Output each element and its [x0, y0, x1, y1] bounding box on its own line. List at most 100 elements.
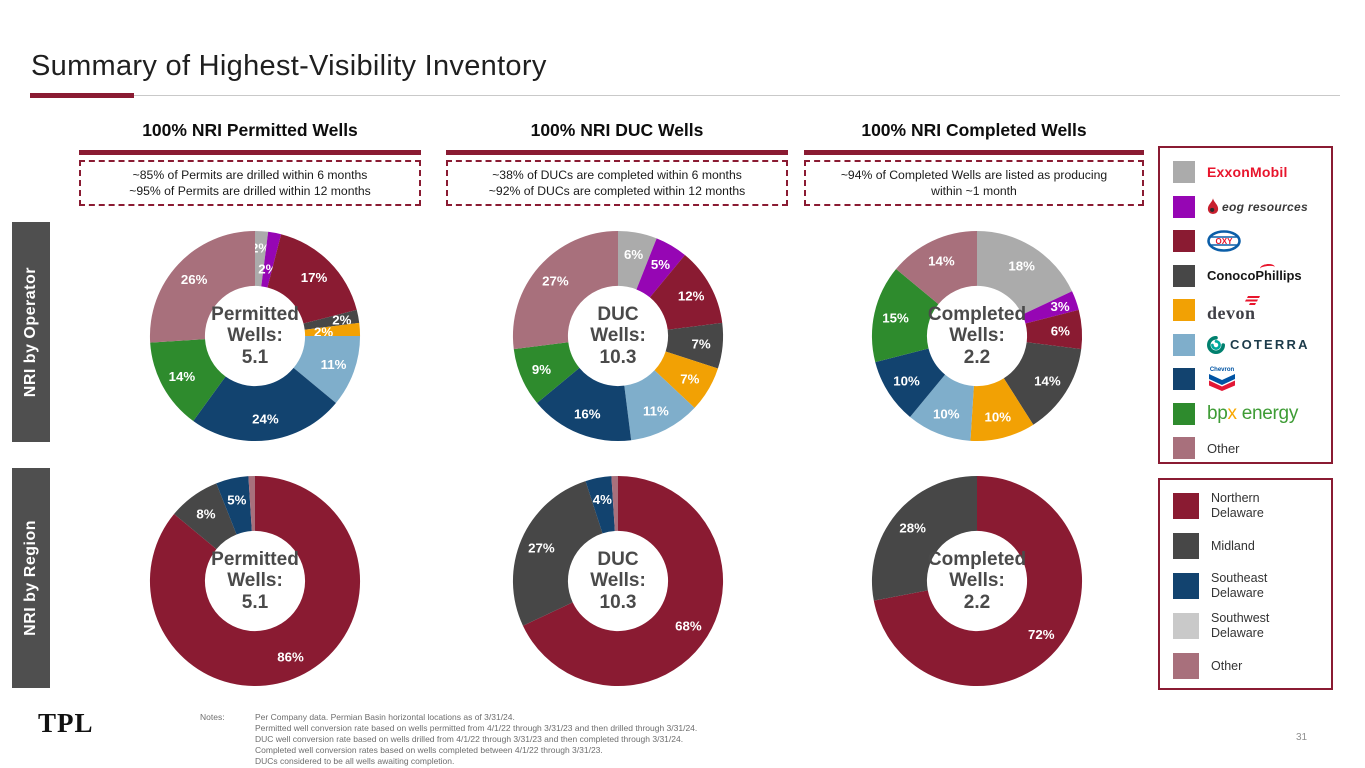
exxonmobil-swatch [1173, 161, 1195, 184]
column-header-permitted: 100% NRI Permitted Wells [142, 120, 358, 140]
callout-line: ~92% of DUCs are completed within 12 mon… [488, 184, 746, 198]
note-line: Completed well conversion rates based on… [255, 744, 603, 755]
svg-text:10%: 10% [933, 407, 960, 422]
chevron-logo: Chevron [1207, 367, 1237, 392]
svg-text:14%: 14% [928, 253, 955, 268]
callout-line: ~38% of DUCs are completed within 6 mont… [492, 167, 742, 182]
donut-operator-duc: 6% 5% 12% 7% 7% 11% 16% 9% 27% DUC Wells: 10.3 [510, 228, 726, 444]
oxy-swatch [1173, 230, 1195, 253]
eog-logo: eog resources [1207, 198, 1308, 215]
svg-text:11%: 11% [321, 357, 347, 372]
bpx-swatch [1173, 402, 1195, 425]
callout-completed: ~94% of Completed Wells are listed as pr… [804, 160, 1144, 206]
page-title: Summary of Highest-Visibility Inventory [31, 50, 547, 82]
legend-item-northern-delaware: Northern Delaware [1160, 486, 1331, 526]
header-underline-bar [446, 150, 788, 155]
svg-text:OXY: OXY [1216, 237, 1234, 246]
other-swatch [1173, 437, 1195, 460]
other-region-label: Other [1211, 658, 1243, 673]
legend-item-southeast-delaware: Southeast Delaware [1160, 566, 1331, 606]
devon-bars-icon [1244, 296, 1260, 306]
row-label-region: NRI by Region [12, 468, 50, 688]
column-header-completed: 100% NRI Completed Wells [861, 120, 1087, 140]
bpx-logo-bp: bp [1207, 402, 1228, 424]
svg-text:11%: 11% [643, 403, 669, 418]
svg-text:10%: 10% [893, 374, 920, 389]
northern-delaware-swatch [1173, 493, 1199, 519]
legend-item-chevron: Chevron [1160, 362, 1331, 397]
svg-text:16%: 16% [574, 407, 601, 422]
svg-text:10%: 10% [984, 410, 1011, 425]
svg-text:72%: 72% [1028, 627, 1055, 642]
svg-text:6%: 6% [624, 247, 643, 262]
chevron-hallmark-icon [1209, 374, 1235, 392]
devon-logo: devon [1207, 296, 1260, 324]
southeast-delaware-swatch [1173, 573, 1199, 599]
header-underline-bar [79, 150, 421, 155]
row-label-text: NRI by Region [22, 520, 39, 636]
callout-line: ~95% of Permits are drilled within 12 mo… [129, 184, 371, 198]
exxonmobil-logo: ExxonMobil [1207, 164, 1288, 181]
legend-regions: Northern Delaware Midland Southeast Dela… [1158, 478, 1333, 690]
conocophillips-swatch [1173, 264, 1195, 287]
eog-flame-icon [1207, 198, 1219, 215]
row-label-text: NRI by Operator [22, 266, 39, 398]
svg-text:7%: 7% [692, 337, 711, 352]
legend-item-exxonmobil: ExxonMobil [1160, 155, 1331, 190]
svg-text:68%: 68% [675, 619, 702, 634]
svg-text:18%: 18% [1008, 258, 1035, 273]
southwest-delaware-label: Southwest Delaware [1211, 611, 1270, 640]
svg-text:86%: 86% [277, 649, 304, 664]
svg-text:15%: 15% [882, 311, 909, 326]
coterra-swatch [1173, 333, 1195, 356]
other-label: Other [1207, 440, 1240, 456]
southwest-delaware-swatch [1173, 613, 1199, 639]
legend-item-other-operator: Other [1160, 431, 1331, 466]
svg-text:5%: 5% [227, 492, 246, 507]
legend-item-conocophillips: ConocoPhillips [1160, 259, 1331, 294]
northern-delaware-label: Northern Delaware [1211, 491, 1264, 520]
chevron-swatch [1173, 368, 1195, 391]
callout-line: ~85% of Permits are drilled within 6 mon… [132, 167, 368, 182]
legend-item-oxy: OXY [1160, 224, 1331, 259]
svg-text:2%: 2% [314, 325, 333, 340]
svg-text:24%: 24% [252, 412, 279, 427]
svg-text:5%: 5% [651, 257, 670, 272]
note-line: Permitted well conversion rate based on … [255, 722, 698, 733]
svg-text:4%: 4% [593, 492, 612, 507]
svg-text:26%: 26% [181, 272, 208, 287]
note-line: Per Company data. Permian Basin horizont… [255, 712, 515, 722]
donut-region-duc: 68% 27% 4% DUC Wells: 10.3 [510, 473, 726, 689]
tpl-logo: TPL [38, 708, 94, 738]
southeast-delaware-label: Southeast Delaware [1211, 571, 1268, 600]
oxy-logo: OXY [1207, 230, 1241, 253]
chevron-logo-text: Chevron [1209, 367, 1235, 374]
eog-logo-text: eog resources [1222, 199, 1308, 214]
midland-swatch [1173, 533, 1199, 559]
devon-swatch [1173, 299, 1195, 322]
bpx-logo: bpx energy [1207, 403, 1298, 425]
notes-block: Per Company data. Permian Basin horizont… [255, 712, 815, 766]
eog-swatch [1173, 195, 1195, 218]
legend-operators: ExxonMobil eog resources OXY [1158, 146, 1333, 464]
coterra-logo-text: COTERRA [1230, 337, 1310, 353]
svg-text:2%: 2% [332, 312, 351, 327]
svg-text:8%: 8% [196, 506, 215, 521]
legend-item-eog: eog resources [1160, 190, 1331, 225]
column-header-duc: 100% NRI DUC Wells [530, 120, 704, 140]
donut-operator-permitted: 2% 2% 17% 2% 2% 11% 24% 14% 26% Permitted Wells:… [147, 228, 363, 444]
legend-item-bpx: bpx energy [1160, 397, 1331, 432]
oxy-logo-icon: OXY [1207, 230, 1241, 253]
svg-text:14%: 14% [1034, 374, 1061, 389]
donut-operator-completed: 18% 3% 6% 14% 10% 10% 10% 15% 14% Completed Well… [869, 228, 1085, 444]
midland-label: Midland [1211, 538, 1255, 553]
title-accent-bar [30, 93, 134, 98]
legend-item-southwest-delaware: Southwest Delaware [1160, 606, 1331, 646]
callout-permitted: ~85% of Permits are drilled within 6 mon… [79, 160, 421, 206]
svg-text:12%: 12% [678, 289, 705, 304]
legend-item-coterra: COTERRA [1160, 328, 1331, 363]
bpx-logo-x: x [1227, 402, 1238, 424]
callout-duc: ~38% of DUCs are completed within 6 mont… [446, 160, 788, 206]
note-line: DUC well conversion rate based on wells … [255, 733, 684, 744]
